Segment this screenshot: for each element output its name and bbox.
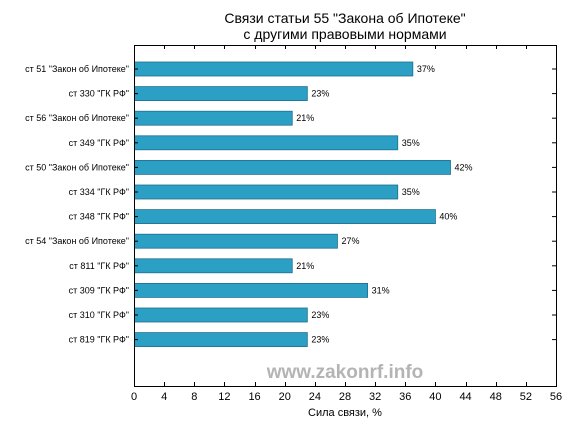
data-label: 21% bbox=[296, 261, 314, 271]
category-label: ст 309 "ГК РФ" bbox=[69, 285, 129, 295]
category-label: ст 330 "ГК РФ" bbox=[69, 89, 129, 99]
x-tick-label: 16 bbox=[248, 391, 260, 403]
category-label: ст 56 "Закон об Ипотеке" bbox=[25, 113, 129, 123]
chart-title-line-2: с другими правовыми нормами bbox=[243, 26, 446, 42]
bar bbox=[134, 159, 451, 175]
x-tick-label: 36 bbox=[399, 391, 411, 403]
bar bbox=[134, 110, 293, 126]
data-label: 42% bbox=[455, 162, 473, 172]
category-label: ст 334 "ГК РФ" bbox=[69, 187, 129, 197]
chart-title-line-1: Связи статьи 55 "Закона об Ипотеке" bbox=[224, 10, 465, 26]
x-tick-label: 20 bbox=[279, 391, 291, 403]
data-label: 23% bbox=[311, 335, 329, 345]
bar bbox=[134, 282, 369, 298]
category-label: ст 811 "ГК РФ" bbox=[69, 261, 129, 271]
watermark: www.zakonrf.info bbox=[266, 362, 424, 383]
category-label: ст 819 "ГК РФ" bbox=[69, 335, 129, 345]
data-label: 35% bbox=[402, 187, 420, 197]
bar bbox=[134, 61, 414, 77]
category-label: ст 50 "Закон об Ипотеке" bbox=[25, 162, 129, 172]
data-label: 27% bbox=[341, 236, 359, 246]
x-tick-label: 32 bbox=[369, 391, 381, 403]
data-label: 31% bbox=[372, 285, 390, 295]
data-labels: 37% 23% 21% 35% 42% 35% 40% 27% 21% 31% 23% 23% bbox=[296, 64, 472, 345]
x-axis-title: Сила связи, % bbox=[308, 407, 382, 419]
x-tick-label: 12 bbox=[218, 391, 230, 403]
bar bbox=[134, 184, 399, 200]
category-label: ст 348 "ГК РФ" bbox=[69, 212, 129, 222]
x-tick-label: 24 bbox=[309, 391, 321, 403]
category-label: ст 349 "ГК РФ" bbox=[69, 138, 129, 148]
x-tick-label: 52 bbox=[520, 391, 532, 403]
plot-frame bbox=[134, 45, 557, 387]
chart-title: Связи статьи 55 "Закона об Ипотеке" с др… bbox=[224, 10, 465, 42]
x-tick-label: 8 bbox=[191, 391, 197, 403]
bar bbox=[134, 233, 338, 249]
data-label: 23% bbox=[311, 89, 329, 99]
x-tick-label: 28 bbox=[339, 391, 351, 403]
category-label: ст 51 "Закон об Ипотеке" bbox=[25, 64, 129, 74]
data-label: 21% bbox=[296, 113, 314, 123]
x-tick-label: 56 bbox=[550, 391, 562, 403]
x-tick-label: 4 bbox=[161, 391, 167, 403]
bar bbox=[134, 86, 308, 101]
data-label: 40% bbox=[439, 212, 457, 222]
category-labels: ст 51 "Закон об Ипотеке" ст 330 "ГК РФ" ст… bbox=[25, 64, 129, 345]
bar bbox=[134, 135, 399, 151]
bar bbox=[134, 332, 308, 348]
bar bbox=[134, 258, 293, 274]
bar bbox=[134, 307, 308, 323]
x-tick-label: 40 bbox=[429, 391, 441, 403]
x-tick-label: 44 bbox=[459, 391, 471, 403]
category-label: ст 310 "ГК РФ" bbox=[69, 310, 129, 320]
x-tick-labels: 0 4 8 12 16 20 24 28 32 36 40 44 48 52 56 bbox=[131, 391, 562, 403]
bar bbox=[134, 209, 436, 225]
category-label: ст 54 "Закон об Ипотеке" bbox=[25, 236, 129, 246]
data-label: 23% bbox=[311, 310, 329, 320]
x-tick-label: 0 bbox=[131, 391, 137, 403]
data-label: 37% bbox=[417, 64, 435, 74]
data-label: 35% bbox=[402, 138, 420, 148]
x-tick-label: 48 bbox=[490, 391, 502, 403]
